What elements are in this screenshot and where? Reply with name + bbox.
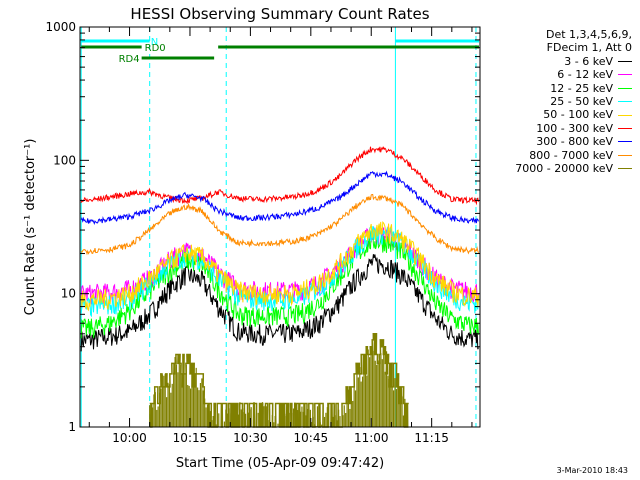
plot-frame [79, 26, 481, 428]
x-tick-label: 10:00 [112, 431, 147, 445]
legend-header-detectors: Det 1,3,4,5,6,9, [545, 28, 632, 41]
x-axis-label: Start Time (05-Apr-09 09:47:42) [176, 456, 384, 471]
y-axis-label: Count Rate (s⁻¹ detector⁻¹) [23, 139, 38, 316]
series-line [80, 254, 479, 352]
y-tick-label: 1000 [45, 20, 76, 34]
footer-timestamp: 3-Mar-2010 18:43 [556, 466, 628, 475]
flag-line-label: N [151, 37, 158, 48]
x-tick-label: 10:45 [294, 431, 329, 445]
series-line [80, 170, 479, 225]
legend-entry-swatch [618, 128, 632, 130]
series-trace [80, 220, 479, 312]
x-tick-label: 11:15 [414, 431, 449, 445]
legend-entry-label: 6 - 12 keV [557, 68, 613, 82]
legend-entry-label: 800 - 7000 keV [529, 148, 613, 162]
legend-entry-swatch [618, 61, 632, 63]
legend-entry-label: 100 - 300 keV [536, 121, 613, 135]
series-line [80, 220, 479, 312]
flag-line-label: RD0 [145, 43, 166, 54]
legend-entries: 3 - 6 keV 6 - 12 keV 12 - 25 keV 25 - 50 ke… [482, 55, 632, 176]
legend-entry: 100 - 300 keV [482, 122, 632, 135]
y-tick-label: 100 [53, 153, 76, 167]
x-tick-label: 10:15 [173, 431, 208, 445]
legend-entry: 25 - 50 keV [482, 95, 632, 108]
x-tick-label: 10:30 [233, 431, 268, 445]
legend: Det 1,3,4,5,6,9, FDecim 1, Att 0 3 - 6 k… [482, 28, 632, 175]
legend-entry-label: 3 - 6 keV [564, 54, 613, 68]
legend-entry-label: 7000 - 20000 keV [515, 162, 613, 176]
series-line [80, 146, 479, 206]
legend-entry-swatch [618, 74, 632, 76]
series-trace [80, 170, 479, 225]
axes-ticks: 1 10 100 1000 10:00 10:15 10:30 10:45 11:00 11:15 [45, 20, 480, 445]
series-trace [80, 146, 479, 206]
legend-entry-swatch [618, 168, 632, 170]
legend-entry-swatch [618, 101, 632, 103]
flag-line-label: RD4 [119, 54, 140, 65]
y-tick-label: 1 [68, 420, 76, 434]
legend-entry-label: 50 - 100 keV [543, 108, 613, 122]
legend-entry: 50 - 100 keV [482, 108, 632, 121]
series-line [80, 194, 479, 256]
legend-entry: 6 - 12 keV [482, 68, 632, 81]
legend-entry: 800 - 7000 keV [482, 149, 632, 162]
legend-entry-label: 25 - 50 keV [550, 95, 613, 109]
legend-entry-swatch [618, 141, 632, 143]
legend-entry: 3 - 6 keV [482, 55, 632, 68]
legend-header-decim: FDecim 1, Att 0 [546, 41, 632, 55]
legend-entry-label: 300 - 800 keV [536, 135, 613, 149]
x-tick-label: 11:00 [354, 431, 389, 445]
series-trace [80, 194, 479, 256]
legend-entry: 7000 - 20000 keV [482, 162, 632, 175]
legend-entry-swatch [618, 154, 632, 156]
series-trace [80, 254, 479, 352]
y-tick-label: 10 [61, 287, 76, 301]
legend-entry: 12 - 25 keV [482, 82, 632, 95]
legend-entry: 300 - 800 keV [482, 135, 632, 148]
legend-entry-label: 12 - 25 keV [550, 81, 613, 95]
legend-entry-swatch [618, 87, 632, 89]
series-trace [149, 333, 409, 428]
chart-title: HESSI Observing Summary Count Rates [130, 5, 429, 23]
legend-entry-swatch [618, 114, 632, 116]
